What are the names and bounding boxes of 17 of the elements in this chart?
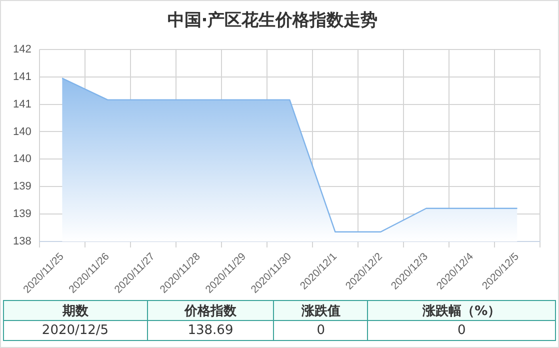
text: 涨跌幅（%） <box>368 300 556 320</box>
y-tick-label: 141 <box>12 70 32 83</box>
text: 期数 <box>4 300 148 320</box>
chart-title: 中国·产区花生价格指数走势 <box>167 10 378 31</box>
y-tick-label: 140 <box>12 126 32 138</box>
y-tick-label: 140 <box>12 153 32 166</box>
y-tick-label: 139 <box>12 208 32 220</box>
text: 价格指数 <box>147 300 274 320</box>
y-tick-label: 141 <box>12 98 32 110</box>
y-tick-label: 142 <box>12 43 32 56</box>
text: 2020/12/5 <box>4 320 148 340</box>
y-tick-label: 138 <box>12 236 32 248</box>
y-tick-label: 139 <box>12 180 32 193</box>
text: 0 <box>274 320 368 340</box>
text: 涨跌值 <box>274 300 368 320</box>
text: 138.69 <box>147 320 274 340</box>
text: 0 <box>368 320 556 340</box>
